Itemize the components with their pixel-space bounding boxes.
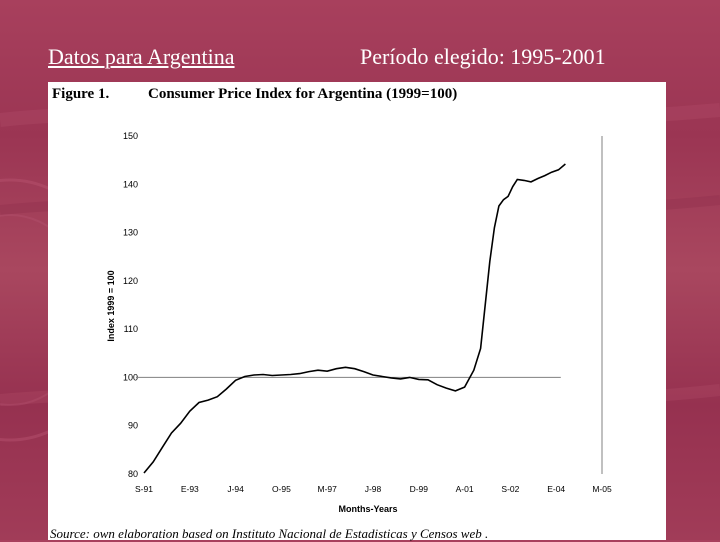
y-tick-label: 110: [124, 324, 138, 334]
x-tick-label: A-01: [456, 484, 474, 494]
slide-title-right: Período elegido: 1995-2001: [360, 44, 606, 69]
y-tick-label: 120: [123, 276, 138, 286]
x-axis-ticks: S-91 E-93 J-94 O-95 M-97 J-98 D-99 A-01 S-02 E-04…: [135, 484, 612, 494]
x-tick-label: E-93: [181, 484, 199, 494]
figure-label: Figure 1.: [52, 86, 110, 102]
figure-panel: Figure 1. Consumer Price Index for Argen…: [48, 82, 666, 541]
x-tick-label: E-04: [547, 484, 565, 494]
x-tick-label: S-91: [135, 484, 153, 494]
y-tick-label: 140: [123, 179, 138, 189]
x-tick-label: M-05: [592, 484, 612, 494]
slide-title-left: Datos para Argentina: [48, 44, 235, 69]
x-tick-label: S-02: [501, 484, 519, 494]
x-tick-label: J-98: [365, 484, 382, 494]
y-tick-label: 90: [128, 421, 138, 431]
y-tick-label: 150: [123, 131, 138, 141]
x-tick-label: J-94: [227, 484, 244, 494]
figure-source: Source: own elaboration based on Institu…: [50, 526, 489, 541]
x-tick-label: D-99: [410, 484, 429, 494]
y-tick-label: 130: [123, 228, 138, 238]
y-axis-ticks: 80 90 100 110 120 130 140 150: [123, 131, 138, 479]
x-tick-label: M-97: [318, 484, 338, 494]
y-tick-label: 80: [128, 469, 138, 479]
x-tick-label: O-95: [272, 484, 291, 494]
cpi-chart: 80 90 100 110 120 130 140 150 S-91 E-93 J-94 O-95 M…: [106, 131, 612, 514]
x-axis-label: Months-Years: [338, 504, 397, 514]
y-axis-label: Index 1999 = 100: [106, 270, 116, 341]
cpi-series-line: [143, 163, 566, 474]
y-tick-label: 100: [123, 372, 138, 382]
figure-title: Consumer Price Index for Argentina (1999…: [148, 86, 458, 102]
